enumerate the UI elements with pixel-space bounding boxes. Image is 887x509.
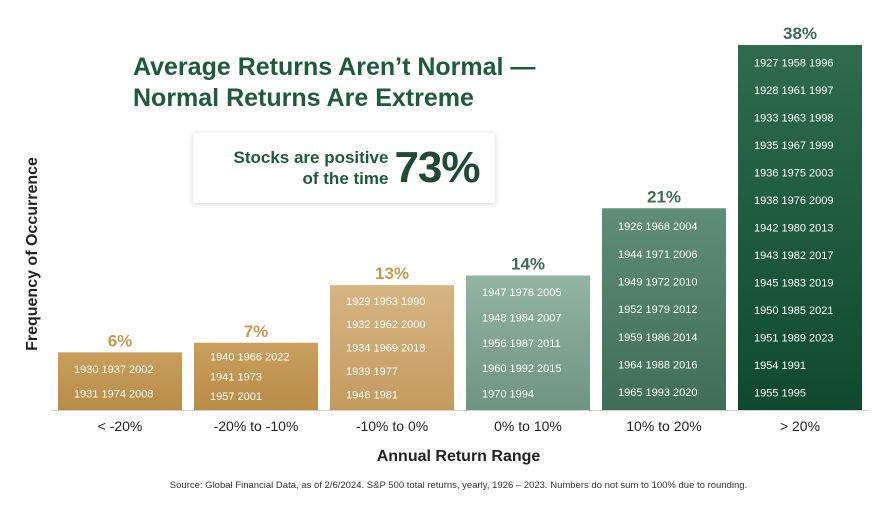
bar-3-year-row: 1947 1978 2005 xyxy=(482,287,562,299)
bar-4-year-row: 1964 1988 2016 xyxy=(618,359,698,371)
x-tick-label-3: 0% to 10% xyxy=(494,418,562,434)
bar-5-year-row: 1945 1983 2019 xyxy=(754,277,834,289)
bar-5-year-row: 1942 1980 2013 xyxy=(754,223,834,235)
bar-5-year-row: 1938 1976 2009 xyxy=(754,195,834,207)
x-tick-label-1: -20% to -10% xyxy=(214,418,299,434)
bar-2-year-row: 1934 1969 2018 xyxy=(346,343,426,355)
bar-value-label-4: 21% xyxy=(647,187,681,206)
bar-1-year-row: 1940 1966 2022 xyxy=(210,352,290,364)
callout-line-2: of the time xyxy=(302,169,389,188)
callout-percentage: 73% xyxy=(394,143,480,192)
bar-value-label-3: 14% xyxy=(511,255,545,274)
bar-4-year-row: 1944 1971 2006 xyxy=(618,249,698,261)
bar-5-year-row: 1935 1967 1999 xyxy=(754,140,834,152)
bar-4-year-row: 1949 1972 2010 xyxy=(618,276,698,288)
x-tick-label-2: -10% to 0% xyxy=(356,418,428,434)
bar-3-year-row: 1956 1987 2011 xyxy=(482,338,561,350)
title-line-2: Normal Returns Are Extreme xyxy=(133,84,474,112)
bar-value-label-0: 6% xyxy=(108,331,133,350)
bar-1-year-row: 1957 2001 xyxy=(210,391,262,403)
bar-5-year-row: 1955 1995 xyxy=(754,387,806,399)
x-tick-label-5: > 20% xyxy=(780,418,820,434)
title-line-1: Average Returns Aren’t Normal — xyxy=(133,53,536,81)
bar-2-year-row: 1932 1962 2000 xyxy=(346,319,426,331)
bar-2-year-row: 1939 1977 xyxy=(346,366,398,378)
callout-line-1: Stocks are positive xyxy=(233,148,389,167)
bar-4-year-row: 1926 1968 2004 xyxy=(618,221,698,233)
bar-0-year-row: 1931 1974 2008 xyxy=(74,389,154,401)
bar-5-year-row: 1933 1963 1998 xyxy=(754,113,834,125)
y-axis-label: Frequency of Occurrence xyxy=(24,157,41,351)
bar-4-year-row: 1952 1979 2012 xyxy=(618,304,698,316)
bar-5-year-row: 1943 1982 2017 xyxy=(754,250,834,262)
bar-3 xyxy=(466,275,590,410)
callout-text: Stocks are positive of the time xyxy=(208,147,388,189)
bar-4-year-row: 1965 1993 2020 xyxy=(618,387,698,399)
x-axis-label: Annual Return Range xyxy=(376,448,541,465)
bar-2-year-row: 1946 1981 xyxy=(346,389,398,401)
bar-3-year-row: 1970 1994 xyxy=(482,388,534,400)
bar-4 xyxy=(602,208,726,410)
bar-5-year-row: 1928 1961 1997 xyxy=(754,85,834,97)
positive-callout-box: Stocks are positive of the time 73% xyxy=(193,133,495,203)
bar-3-year-row: 1948 1984 2007 xyxy=(482,312,562,324)
bar-4-year-row: 1959 1986 2014 xyxy=(618,332,698,344)
bar-0 xyxy=(58,352,182,410)
bar-2 xyxy=(330,285,454,410)
bar-5 xyxy=(738,45,862,410)
bar-5-year-row: 1936 1975 2003 xyxy=(754,168,834,180)
x-tick-label-0: < -20% xyxy=(98,418,143,434)
bar-5-year-row: 1951 1989 2023 xyxy=(754,332,834,344)
bar-value-label-5: 38% xyxy=(783,24,817,43)
bar-1-year-row: 1941 1973 xyxy=(210,371,262,383)
bar-0-year-row: 1930 1937 2002 xyxy=(74,364,154,376)
bar-1 xyxy=(194,342,318,410)
bar-3-year-row: 1960 1992 2015 xyxy=(482,363,562,375)
bar-5-year-row: 1927 1958 1996 xyxy=(754,58,834,70)
bar-5-year-row: 1950 1985 2021 xyxy=(754,305,834,317)
bar-5-year-row: 1954 1991 xyxy=(754,360,806,372)
chart-title: Average Returns Aren’t Normal — Normal R… xyxy=(133,52,535,114)
bar-value-label-1: 7% xyxy=(244,322,269,341)
bar-value-label-2: 13% xyxy=(375,264,409,283)
x-tick-label-4: 10% to 20% xyxy=(626,418,702,434)
source-note: Source: Global Financial Data, as of 2/6… xyxy=(169,480,748,491)
bar-2-year-row: 1929 1953 1990 xyxy=(346,296,426,308)
